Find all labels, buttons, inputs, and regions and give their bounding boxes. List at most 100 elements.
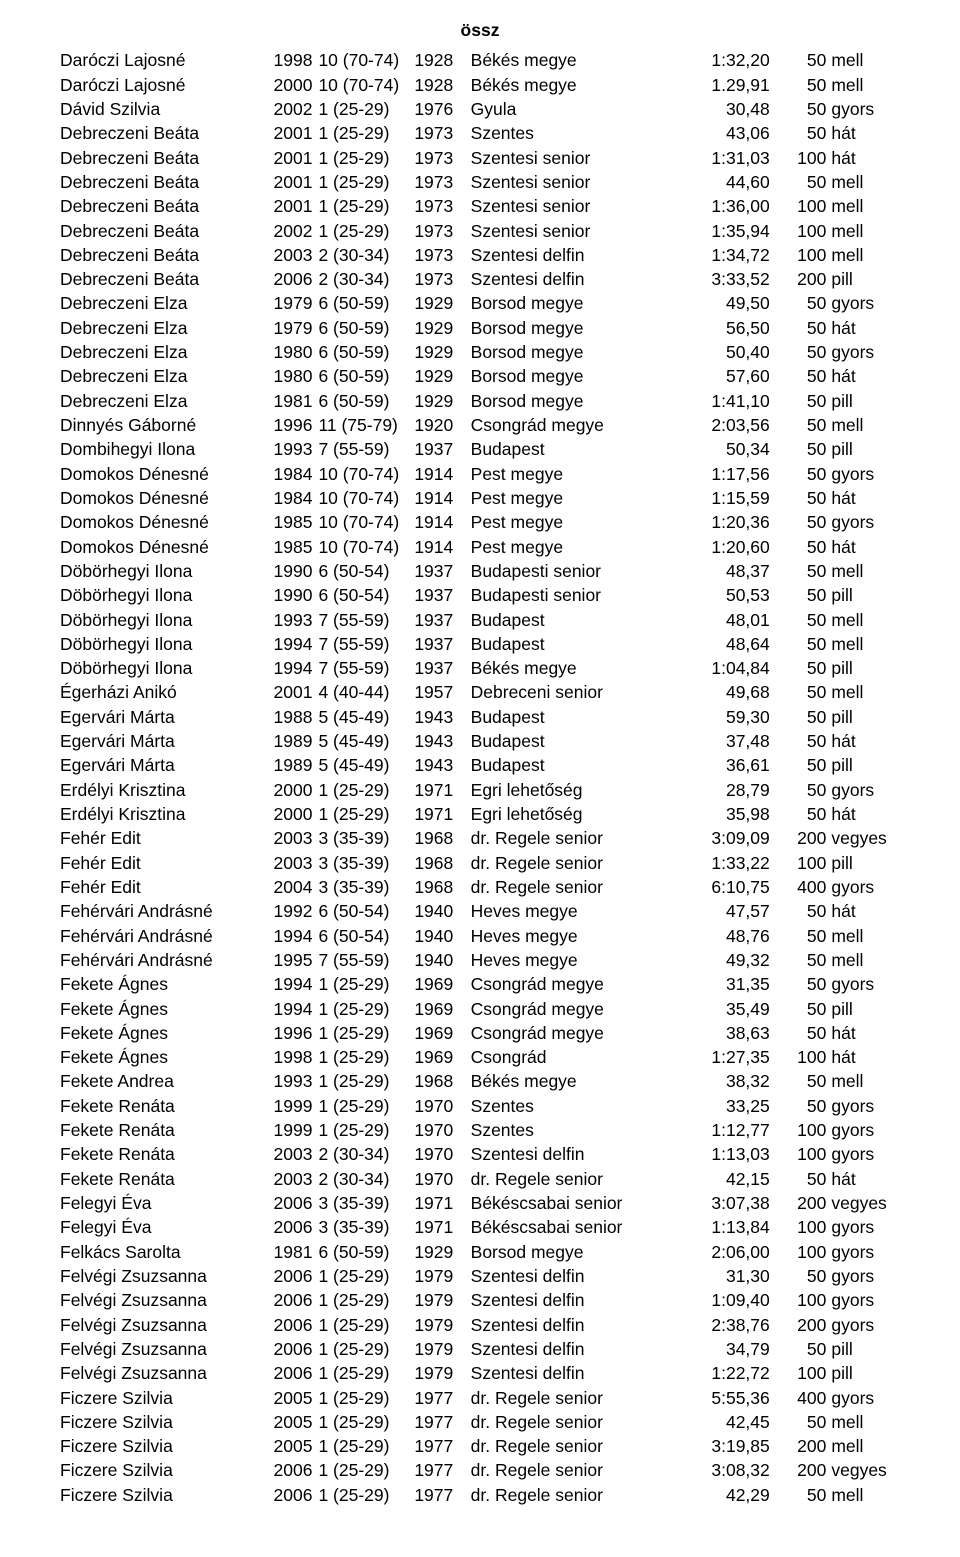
cell-age: 1 (25-29) [312,1288,414,1312]
cell-event: gyors [826,1313,900,1337]
cell-year: 1994 [258,656,312,680]
cell-name: Debreczeni Elza [60,316,258,340]
cell-name: Debreczeni Beáta [60,267,258,291]
table-row: Ficzere Szilvia20051 (25-29)1977dr. Rege… [60,1434,900,1458]
cell-event: gyors [826,97,900,121]
table-row: Debreczeni Beáta20011 (25-29)1973Szentes… [60,194,900,218]
cell-event: gyors [826,875,900,899]
cell-birth: 1971 [414,802,468,826]
cell-age: 5 (45-49) [312,705,414,729]
cell-time: 56,50 [679,316,770,340]
cell-birth: 1979 [414,1337,468,1361]
cell-event: hát [826,316,900,340]
cell-location: Szentesi delfin [469,1142,680,1166]
cell-name: Fehér Edit [60,826,258,850]
cell-year: 1994 [258,972,312,996]
cell-event: vegyes [826,1458,900,1482]
cell-name: Fekete Ágnes [60,1021,258,1045]
cell-event: pill [826,267,900,291]
cell-age: 5 (45-49) [312,753,414,777]
cell-age: 6 (50-54) [312,583,414,607]
cell-age: 1 (25-29) [312,1337,414,1361]
cell-birth: 1943 [414,753,468,777]
cell-dist: 50 [770,1094,827,1118]
cell-age: 10 (70-74) [312,48,414,72]
cell-dist: 50 [770,1021,827,1045]
cell-age: 10 (70-74) [312,462,414,486]
table-row: Döbörhegyi Ilona19906 (50-54)1937Budapes… [60,559,900,583]
cell-birth: 1929 [414,364,468,388]
cell-year: 1996 [258,1021,312,1045]
cell-age: 7 (55-59) [312,632,414,656]
cell-age: 6 (50-59) [312,364,414,388]
cell-year: 2003 [258,1142,312,1166]
cell-year: 1994 [258,632,312,656]
cell-location: Békés megye [469,1069,680,1093]
cell-age: 1 (25-29) [312,802,414,826]
cell-age: 10 (70-74) [312,486,414,510]
cell-location: Csongrád megye [469,972,680,996]
table-row: Felegyi Éva20063 (35-39)1971Békéscsabai … [60,1191,900,1215]
cell-name: Debreczeni Beáta [60,146,258,170]
cell-dist: 50 [770,972,827,996]
cell-event: mell [826,948,900,972]
table-row: Debreczeni Beáta20011 (25-29)1973Szentes… [60,170,900,194]
cell-birth: 1929 [414,1240,468,1264]
table-row: Fekete Ágnes19961 (25-29)1969Csongrád me… [60,1021,900,1045]
cell-age: 6 (50-59) [312,316,414,340]
cell-name: Fekete Ágnes [60,972,258,996]
cell-time: 36,61 [679,753,770,777]
cell-age: 7 (55-59) [312,656,414,680]
cell-age: 1 (25-29) [312,1483,414,1507]
cell-event: pill [826,997,900,1021]
cell-birth: 1970 [414,1142,468,1166]
cell-location: Budapest [469,437,680,461]
cell-dist: 50 [770,1483,827,1507]
cell-location: Szentesi senior [469,146,680,170]
cell-time: 5:55,36 [679,1386,770,1410]
cell-location: Szentesi senior [469,170,680,194]
table-row: Ficzere Szilvia20051 (25-29)1977dr. Rege… [60,1386,900,1410]
cell-age: 11 (75-79) [312,413,414,437]
cell-age: 1 (25-29) [312,97,414,121]
cell-name: Debreczeni Beáta [60,121,258,145]
table-row: Felvégi Zsuzsanna20061 (25-29)1979Szente… [60,1337,900,1361]
cell-birth: 1943 [414,705,468,729]
table-row: Felvégi Zsuzsanna20061 (25-29)1979Szente… [60,1361,900,1385]
cell-year: 2003 [258,826,312,850]
cell-year: 1996 [258,413,312,437]
cell-year: 1979 [258,291,312,315]
cell-name: Döbörhegyi Ilona [60,559,258,583]
cell-name: Fekete Renáta [60,1142,258,1166]
cell-time: 47,57 [679,899,770,923]
cell-birth: 1979 [414,1288,468,1312]
table-row: Felkács Sarolta19816 (50-59)1929Borsod m… [60,1240,900,1264]
cell-location: Békés megye [469,656,680,680]
cell-time: 43,06 [679,121,770,145]
cell-name: Fekete Andrea [60,1069,258,1093]
cell-birth: 1914 [414,486,468,510]
cell-name: Dombihegyi Ilona [60,437,258,461]
cell-birth: 1929 [414,389,468,413]
cell-event: gyors [826,778,900,802]
cell-name: Ficzere Szilvia [60,1483,258,1507]
cell-time: 1:20,36 [679,510,770,534]
cell-birth: 1914 [414,462,468,486]
cell-birth: 1920 [414,413,468,437]
cell-dist: 200 [770,267,827,291]
cell-age: 1 (25-29) [312,778,414,802]
cell-event: gyors [826,1240,900,1264]
cell-dist: 50 [770,73,827,97]
cell-time: 1:41,10 [679,389,770,413]
cell-dist: 50 [770,1167,827,1191]
cell-age: 1 (25-29) [312,1264,414,1288]
cell-event: hát [826,899,900,923]
cell-time: 6:10,75 [679,875,770,899]
cell-location: dr. Regele senior [469,1167,680,1191]
cell-time: 1:17,56 [679,462,770,486]
cell-event: pill [826,389,900,413]
cell-name: Daróczi Lajosné [60,48,258,72]
cell-dist: 50 [770,97,827,121]
cell-year: 1980 [258,340,312,364]
cell-location: Békéscsabai senior [469,1191,680,1215]
